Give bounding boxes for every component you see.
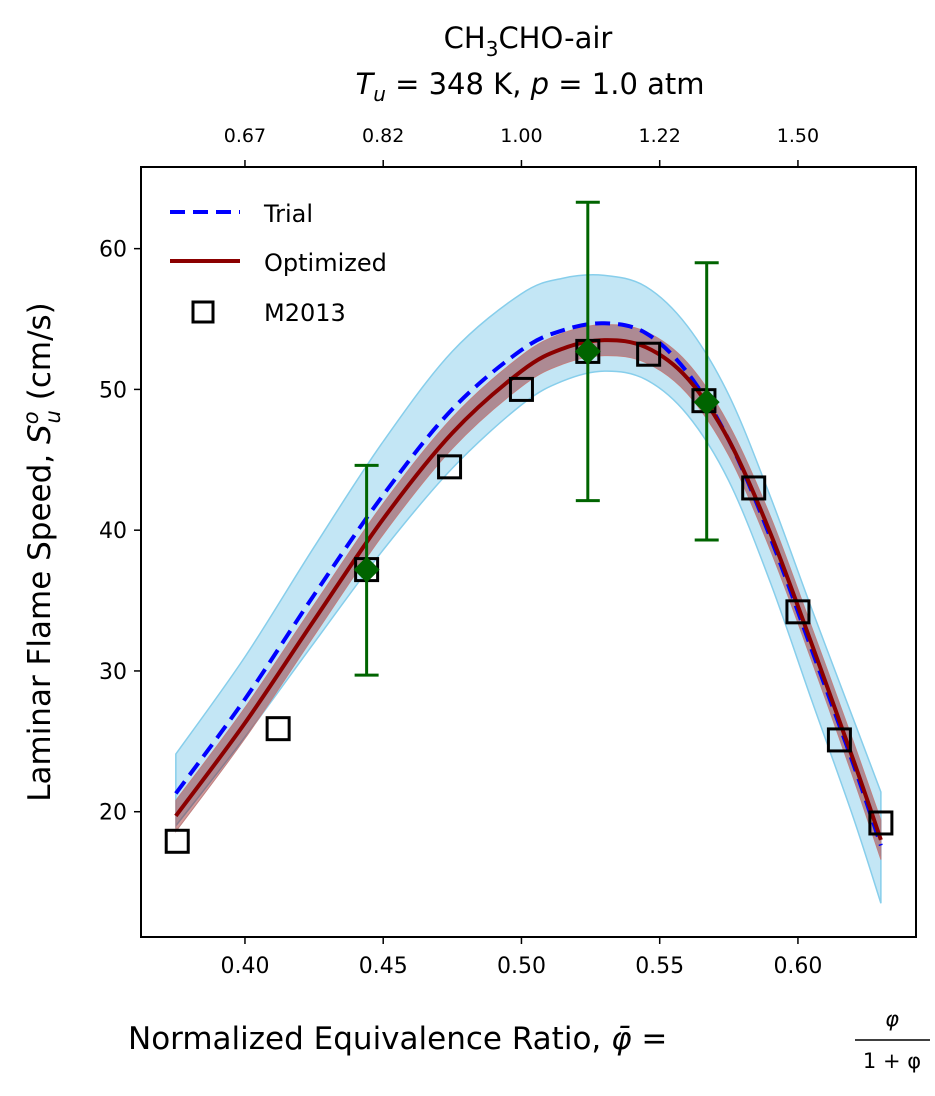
m2013-data-point: [741, 475, 767, 501]
top-x-tick-label: 1.50: [777, 125, 819, 147]
chart-title-line2: Tu = 348 K, p = 1.0 atm: [355, 67, 704, 106]
y-axis-label: Laminar Flame Speed, Sou (cm/s): [19, 302, 65, 802]
x-axis: 0.40 0.45 0.50 0.55 0.60: [220, 937, 822, 979]
legend-optimized-label: Optimized: [264, 249, 387, 277]
legend: Trial Optimized M2013: [170, 200, 387, 327]
optimized-uncertainty-band: [175, 324, 882, 860]
y-tick-label: 30: [99, 660, 127, 685]
x-tick-label: 0.50: [497, 954, 546, 979]
chart-title-line1: CH3CHO-air: [444, 21, 613, 61]
legend-trial-label: Trial: [263, 200, 313, 228]
m2013-data-point: [508, 376, 534, 402]
legend-item-trial[interactable]: Trial: [170, 200, 313, 228]
x-axis-label: Normalized Equivalence Ratio, φ̄ =: [128, 1021, 667, 1057]
optimized-line: [174, 338, 883, 841]
legend-m2013-swatch: [191, 300, 215, 324]
plot-area: [164, 200, 894, 904]
m2013-data-point: [785, 599, 811, 625]
m2013-data-point: [636, 341, 662, 367]
error-bar-diamond-marker: [353, 556, 380, 583]
top-x-tick-label: 0.82: [362, 125, 404, 147]
y-tick-label: 40: [99, 519, 127, 544]
error-bar-diamond-marker: [574, 338, 601, 365]
m2013-data-point: [164, 828, 190, 854]
m2013-data-point: [868, 810, 894, 836]
m2013-data-point: [437, 454, 463, 480]
y-tick-label: 50: [99, 378, 127, 403]
x-axis-label-fraction-numerator: φ: [885, 1007, 899, 1031]
y-axis: 20 30 40 50 60: [99, 238, 141, 826]
x-tick-label: 0.55: [635, 954, 684, 979]
axes-frame: [140, 166, 917, 938]
y-tick-label: 60: [99, 238, 127, 263]
x-tick-label: 0.40: [220, 954, 269, 979]
legend-m2013-label: M2013: [264, 299, 346, 327]
top-x-tick-label: 0.67: [224, 125, 266, 147]
top-x-axis: 0.67 0.82 1.00 1.22 1.50: [224, 125, 819, 167]
x-axis-label-fraction-denominator: 1 + φ: [863, 1049, 921, 1073]
m2013-data-point: [265, 716, 291, 742]
top-x-tick-label: 1.00: [500, 125, 542, 147]
top-x-tick-label: 1.22: [639, 125, 681, 147]
legend-item-m2013[interactable]: M2013: [191, 299, 346, 327]
m2013-data-point: [826, 727, 852, 753]
error-bar-diamond-marker: [693, 389, 720, 416]
y-tick-label: 20: [99, 801, 127, 826]
trial-uncertainty-band: [175, 274, 882, 904]
x-tick-label: 0.60: [773, 954, 822, 979]
x-tick-label: 0.45: [359, 954, 408, 979]
legend-item-optimized[interactable]: Optimized: [170, 249, 387, 277]
